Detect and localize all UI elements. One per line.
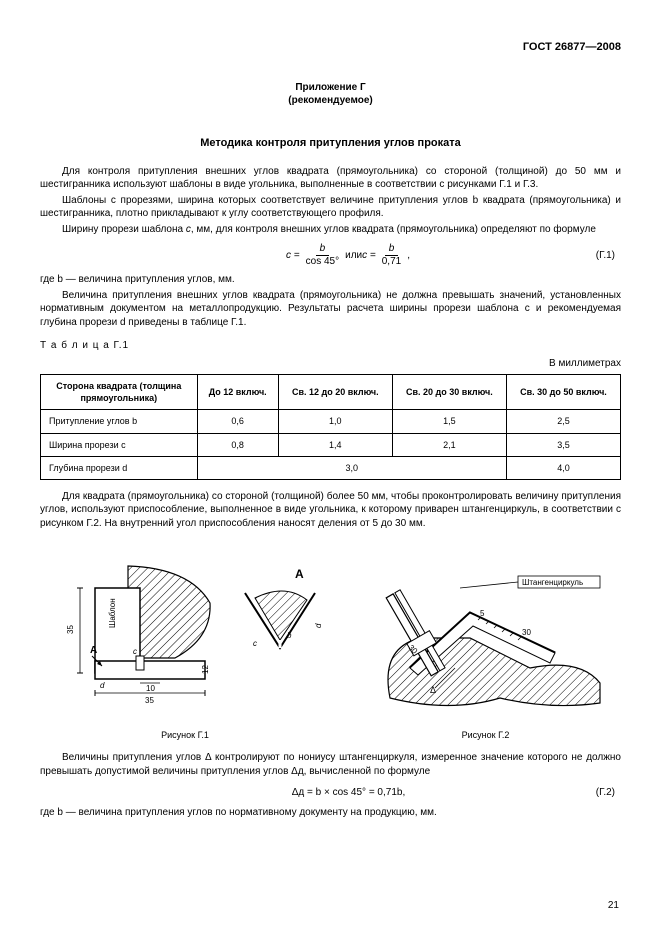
td: 1,5 — [392, 410, 506, 433]
paragraph-1: Для контроля притупления внешних углов к… — [40, 165, 621, 192]
td: 3,0 — [197, 456, 506, 479]
where-b: где b — величина притупления углов, мм. — [40, 273, 621, 287]
f1-lhs: c = — [286, 249, 300, 263]
table-g1: Сторона квадрата (толщина прямоугольника… — [40, 374, 621, 480]
th: Св. 20 до 30 включ. — [392, 375, 506, 410]
f1-lhs2: c = — [362, 249, 376, 263]
figures-row: Шаблон 35 A 35 10 — [40, 548, 621, 741]
table-label: Т а б л и ц а Г.1 — [40, 339, 621, 353]
th: Сторона квадрата (толщина прямоугольника… — [41, 375, 198, 410]
td: 0,6 — [197, 410, 278, 433]
td: Глубина прорези d — [41, 456, 198, 479]
td: 3,5 — [506, 433, 620, 456]
svg-text:Δ: Δ — [430, 685, 436, 695]
f2-ref: (Г.2) — [405, 786, 621, 800]
svg-text:35: 35 — [145, 696, 154, 705]
figure-g1-svg: Шаблон 35 A 35 10 — [40, 548, 330, 718]
table-units: В миллиметрах — [40, 357, 621, 371]
figure-g2: Штангенциркуль 5 30 30 Δ Р — [350, 548, 621, 741]
p3-tail: , мм, для контроля внешних углов квадрат… — [191, 224, 596, 235]
f1-num1: b — [316, 244, 330, 256]
p3-prefix: Ширину прорези шаблона — [62, 224, 186, 235]
td: Притупление углов b — [41, 410, 198, 433]
page-number: 21 — [608, 899, 619, 913]
f1-or: или — [345, 249, 362, 263]
f2-body: Δд = b × cos 45° = 0,71b, — [292, 786, 406, 800]
doc-id: ГОСТ 26877—2008 — [40, 40, 621, 55]
figure-g1: Шаблон 35 A 35 10 — [40, 548, 330, 741]
svg-text:A: A — [295, 567, 304, 581]
th: Св. 12 до 20 включ. — [278, 375, 392, 410]
th: Св. 30 до 50 включ. — [506, 375, 620, 410]
paragraph-6: Величины притупления углов Δ контролирую… — [40, 751, 621, 778]
paragraph-2: Шаблоны с прорезями, ширина которых соот… — [40, 194, 621, 221]
f1-frac1: b cos 45° — [302, 244, 343, 267]
f1-den1: cos 45° — [302, 256, 343, 267]
f1-ref: (Г.1) — [410, 249, 621, 263]
th: До 12 включ. — [197, 375, 278, 410]
appendix-type: (рекомендуемое) — [40, 94, 621, 108]
table-row: Ширина прорези с 0,8 1,4 2,1 3,5 — [41, 433, 621, 456]
svg-text:c: c — [133, 647, 137, 656]
svg-text:30: 30 — [522, 628, 531, 637]
fig1-caption: Рисунок Г.1 — [40, 729, 330, 741]
f1-num2: b — [385, 244, 399, 256]
paragraph-5: Для квадрата (прямоугольника) со стороно… — [40, 490, 621, 531]
svg-text:b: b — [287, 631, 292, 640]
svg-text:12: 12 — [201, 665, 210, 674]
svg-text:Штангенциркуль: Штангенциркуль — [522, 578, 583, 587]
td: 0,8 — [197, 433, 278, 456]
svg-text:35: 35 — [66, 625, 75, 634]
table-row: Глубина прорези d 3,0 4,0 — [41, 456, 621, 479]
page: ГОСТ 26877—2008 Приложение Г (рекомендуе… — [0, 0, 661, 936]
svg-text:10: 10 — [146, 684, 155, 693]
td: 1,0 — [278, 410, 392, 433]
f1-frac2: b 0,71 — [378, 244, 405, 267]
td: 4,0 — [506, 456, 620, 479]
table-row: Притупление углов b 0,6 1,0 1,5 2,5 — [41, 410, 621, 433]
appendix-label: Приложение Г — [40, 81, 621, 95]
formula-1: c = b cos 45° или c = b 0,71 , (Г.1) — [40, 244, 621, 267]
svg-text:d: d — [314, 623, 323, 628]
f1-den2: 0,71 — [378, 256, 405, 267]
svg-text:A: A — [90, 645, 97, 656]
figure-g2-svg: Штангенциркуль 5 30 30 Δ — [350, 548, 610, 718]
td: 2,5 — [506, 410, 620, 433]
title: Методика контроля притупления углов прок… — [40, 136, 621, 151]
svg-text:Шаблон: Шаблон — [108, 599, 117, 629]
td: Ширина прорези с — [41, 433, 198, 456]
paragraph-4: Величина притупления внешних углов квадр… — [40, 289, 621, 330]
table-row: Сторона квадрата (толщина прямоугольника… — [41, 375, 621, 410]
td: 1,4 — [278, 433, 392, 456]
where-b2: где b — величина притупления углов по но… — [40, 806, 621, 820]
svg-text:d: d — [100, 681, 105, 690]
formula-2: Δд = b × cos 45° = 0,71b, (Г.2) — [40, 786, 621, 800]
svg-text:c: c — [253, 639, 257, 648]
svg-text:5: 5 — [480, 609, 485, 618]
fig2-caption: Рисунок Г.2 — [350, 729, 621, 741]
paragraph-3: Ширину прорези шаблона с, мм, для контро… — [40, 223, 621, 237]
td: 2,1 — [392, 433, 506, 456]
